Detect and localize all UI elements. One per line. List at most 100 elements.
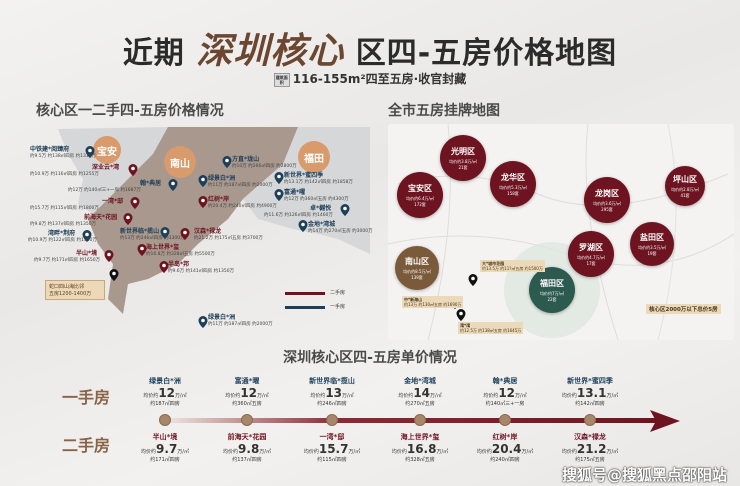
project-name: 绿景白*洲 bbox=[149, 377, 181, 385]
pin-label: 金地*湾城 bbox=[308, 221, 336, 228]
listing-pin-icon bbox=[456, 309, 466, 321]
pin-label: 翰*典居 bbox=[140, 180, 162, 187]
pin-detail: 约13.1万 约142㎡四房 约1858万 bbox=[284, 180, 353, 185]
pin-label: 方直*珑山 bbox=[232, 156, 260, 163]
subtitle-text: 116-155m²四至五房·收官封藏 bbox=[292, 72, 467, 86]
watermark: 搜狐号@搜狐黑点邵阳站 bbox=[562, 466, 728, 484]
price-value: 13 bbox=[325, 386, 343, 400]
unit-price: 均价约20.4万/㎡ bbox=[460, 442, 550, 456]
district-name: 龙华区 bbox=[501, 172, 525, 182]
price-prefix: 均价约 bbox=[398, 393, 414, 399]
resale-home-pin-icon bbox=[128, 164, 138, 176]
project-name: 汉森*禄龙 bbox=[574, 433, 606, 441]
district-circle: 罗湖区 均价约4.7万/㎡ 17套 bbox=[568, 231, 614, 277]
new-home-pin-icon bbox=[274, 189, 284, 201]
district-circle: 光明区 均价约3.8万/㎡ 21套 bbox=[440, 135, 486, 181]
price-prefix: 均价约 bbox=[143, 393, 159, 399]
district-price: 均价约3.6万/㎡ bbox=[593, 200, 621, 206]
title-calligraphy: 深圳核心 bbox=[196, 30, 345, 72]
new-home-pin-icon bbox=[168, 179, 178, 191]
pin-label: 半岛*邦 bbox=[168, 261, 190, 268]
project-name: 富通*曜 bbox=[234, 377, 260, 385]
price-unit: 万/㎡ bbox=[177, 449, 189, 455]
listing-detail: 约12.5万 约138㎡五房 约1645万 bbox=[460, 328, 522, 333]
project-name: 翰*典居 bbox=[492, 377, 518, 385]
district-circle: 宝安区 均价约6.4万/㎡ 172套 bbox=[397, 172, 443, 218]
pin-detail: 约11.6万 约126㎡四房 约1460万 bbox=[264, 213, 333, 218]
pin-label: 绿景白*洲 bbox=[208, 314, 236, 321]
pin-detail: 约9.8万 约137㎡四房 约1350万 bbox=[30, 222, 97, 227]
district-circle: 盐田区 均价约3.5万/㎡ 19套 bbox=[630, 222, 674, 266]
listing-detail: 约13.5万 约11?㎡五房 约1500万 bbox=[482, 266, 543, 271]
callout-line2: 五房1200-1400万 bbox=[49, 291, 92, 297]
price-unit: 万/㎡ bbox=[606, 449, 619, 455]
resale-home-pin-icon bbox=[159, 261, 169, 273]
district-price: 均价约7万/㎡ bbox=[540, 290, 564, 296]
project-name: 新世界临*揽山 bbox=[309, 377, 355, 385]
resale-home-pin-icon bbox=[180, 228, 190, 240]
resale-price-entry: 汉森*禄龙 均价约21.2万/㎡ 约175㎡五房 bbox=[545, 432, 635, 463]
district-name: 南山区 bbox=[405, 256, 429, 266]
timeline-dot bbox=[584, 414, 596, 426]
legend-new-label: 一手房 bbox=[330, 304, 346, 310]
timeline-arrow-shaft bbox=[165, 418, 660, 423]
resale-price-entry: 一湾*邸 均价约15.7万/㎡ 约115㎡四房 bbox=[287, 432, 377, 463]
left-section-heading: 核心区一二手四-五房价格情况 bbox=[36, 103, 224, 119]
callout-line1: 蛇口四山海比邻 bbox=[49, 284, 85, 290]
price-prefix: 均价约 bbox=[476, 449, 492, 455]
pin-detail: 约11万 约187㎡四房 约2000万 bbox=[208, 183, 273, 188]
pin-detail: 约15.7万 约115㎡四房 约1800万 bbox=[30, 206, 99, 211]
title-pre: 近期 bbox=[122, 36, 185, 71]
district-count: 22套 bbox=[547, 296, 557, 302]
resale-price-entry: 前海天*花园 均价约9.8万/㎡ 约137㎡四房 bbox=[202, 432, 292, 463]
project-name: 金地*湾城 bbox=[404, 377, 436, 385]
pin-detail: 约12万 约140㎡三+一房 约1687万 bbox=[68, 188, 141, 193]
district-circle: 龙华区 均价约5.3万/㎡ 158套 bbox=[490, 161, 536, 207]
futian-area bbox=[243, 127, 370, 254]
unit-area: 约115㎡四房 bbox=[317, 457, 347, 463]
district-price: 均价约5.3万/㎡ bbox=[499, 184, 527, 190]
price-value: 12 bbox=[158, 386, 176, 400]
pin-detail: 约16.8万 约328㎡五房 约5500万 bbox=[146, 252, 215, 257]
unit-price: 均价约13.1万/㎡ bbox=[545, 386, 635, 400]
district-price: 均价约6.4万/㎡ bbox=[406, 195, 434, 201]
pin-detail: 约14万 约270㎡五房 约3000万 bbox=[308, 229, 373, 234]
district-price: 均价约3.5万/㎡ bbox=[638, 244, 666, 250]
pin-detail: 约11万 约187㎡四房 约2000万 bbox=[208, 322, 273, 327]
project-name: 半山*境 bbox=[152, 433, 178, 441]
district-price: 均价约3.8万/㎡ bbox=[449, 158, 477, 164]
subtitle: 建筑面积 116-155m²四至五房·收官封藏 bbox=[0, 70, 740, 87]
district-count: 41套 bbox=[680, 192, 690, 198]
unit-price: 均价约9.7万/㎡ bbox=[120, 442, 210, 456]
price-prefix: 均价约 bbox=[223, 449, 239, 455]
listing-label: 湾*湾 约12.5万 约138㎡五房 约1645万 bbox=[458, 322, 524, 334]
price-value: 16.8 bbox=[406, 442, 437, 456]
row-label-new: 一手房 bbox=[62, 388, 111, 407]
unit-price: 均价约12万/㎡ bbox=[202, 386, 292, 400]
price-prefix: 均价约 bbox=[561, 393, 577, 399]
price-unit: 万/㎡ bbox=[436, 449, 449, 455]
listing-name: 中*新海山 bbox=[404, 297, 423, 302]
pin-detail: 约9.6万 约141㎡四房 约1350万 bbox=[168, 269, 235, 274]
price-prefix: 均价约 bbox=[483, 393, 499, 399]
area-tag: 建筑面积 bbox=[273, 72, 290, 87]
unit-area: 约142㎡四房 bbox=[575, 401, 605, 407]
pin-detail: 约13万 约246㎡四房 约3300万 bbox=[120, 236, 185, 241]
district-futian: 福田 bbox=[298, 141, 330, 173]
black-pin-icon bbox=[109, 269, 119, 281]
resale-price-entry: 红树*岸 均价约20.4万/㎡ 约240㎡四房 bbox=[460, 432, 550, 463]
price-unit: 万/㎡ bbox=[515, 393, 527, 399]
timeline-dot bbox=[241, 414, 253, 426]
district-name: 罗湖区 bbox=[579, 242, 603, 252]
price-unit: 万/㎡ bbox=[175, 393, 187, 399]
district-count: 139套 bbox=[411, 274, 423, 280]
timeline-heading: 深圳核心区四-五房单价情况 bbox=[283, 350, 457, 366]
district-baoan: 宝安 bbox=[93, 136, 121, 164]
price-unit: 万/㎡ bbox=[257, 393, 269, 399]
pin-label: 半山*境 bbox=[76, 250, 98, 257]
district-name: 龙岗区 bbox=[595, 188, 619, 198]
legend-resale-label: 二手房 bbox=[330, 290, 346, 296]
price-prefix: 均价约 bbox=[303, 449, 319, 455]
unit-area: 约137㎡四房 bbox=[232, 457, 262, 463]
price-unit: 万/㎡ bbox=[606, 393, 619, 399]
